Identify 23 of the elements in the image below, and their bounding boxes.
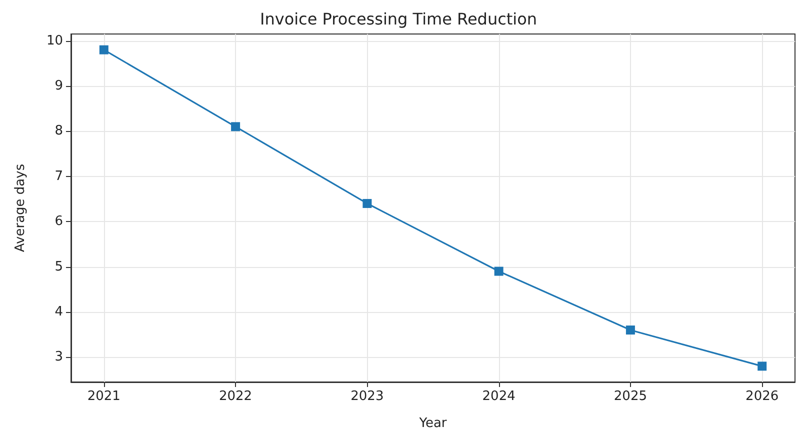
chart-title: Invoice Processing Time Reduction xyxy=(260,10,538,28)
y-tick-label: 9 xyxy=(54,78,63,94)
x-tick-label: 2026 xyxy=(746,389,779,404)
point xyxy=(626,326,635,335)
y-tick-label: 7 xyxy=(54,168,63,184)
x-axis-title: Year xyxy=(418,416,448,431)
point xyxy=(231,122,240,132)
point xyxy=(758,362,767,371)
x-tick-label: 2025 xyxy=(614,389,647,404)
point xyxy=(362,198,372,208)
point xyxy=(494,266,504,276)
y-tick-label: 8 xyxy=(54,124,63,139)
x-tick-label: 2022 xyxy=(219,389,252,404)
y-tick-label: 6 xyxy=(54,214,63,230)
point xyxy=(99,45,108,54)
y-tick-label: 10 xyxy=(46,33,63,48)
y-tick-label: 5 xyxy=(54,259,63,274)
x-tick-label: 2021 xyxy=(87,389,120,404)
x-tick-label: 2024 xyxy=(482,389,516,404)
x-tick-label: 2023 xyxy=(350,389,384,404)
y-axis-title: Average days xyxy=(13,164,28,252)
y-tick-label: 4 xyxy=(54,304,63,320)
y-tick-label: 3 xyxy=(54,350,63,365)
